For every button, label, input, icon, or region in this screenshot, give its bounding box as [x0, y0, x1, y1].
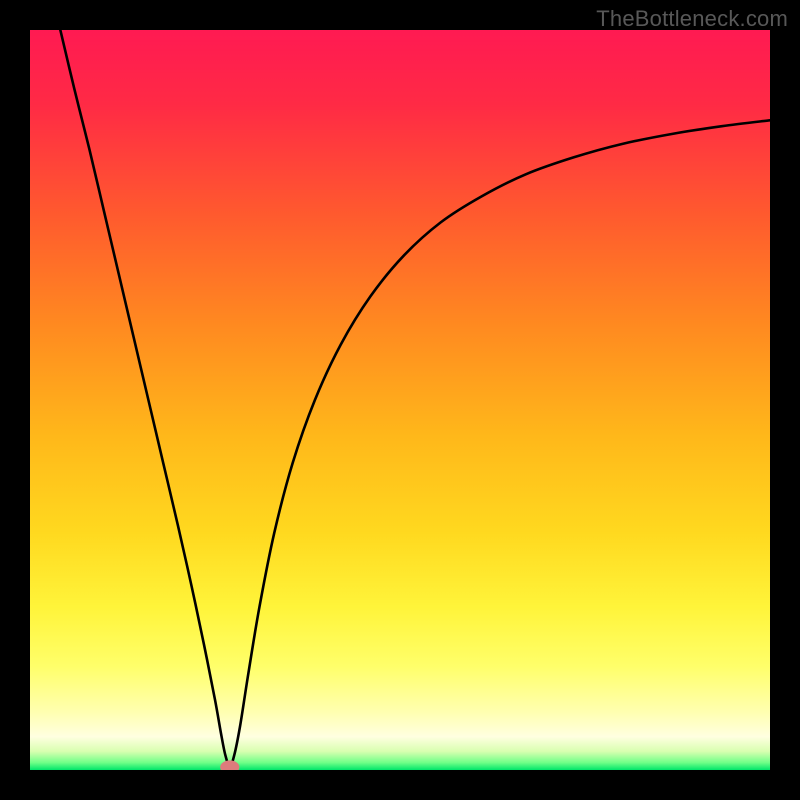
- plot-area: [30, 30, 770, 770]
- watermark-text: TheBottleneck.com: [596, 6, 788, 32]
- gradient-background: [30, 30, 770, 770]
